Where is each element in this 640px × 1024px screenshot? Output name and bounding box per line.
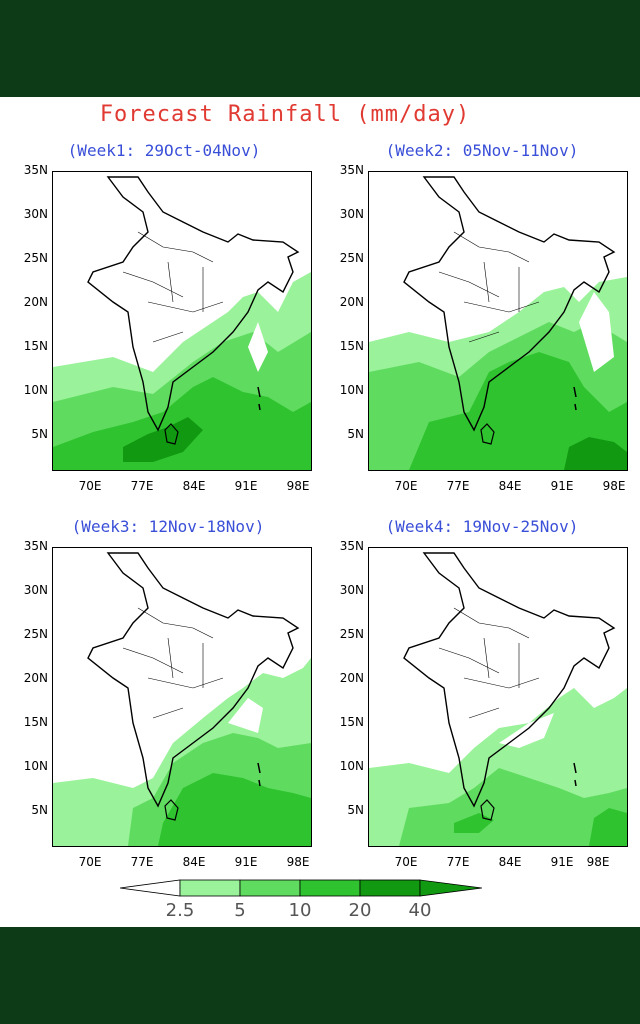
rainfall-map-week3 [53, 552, 311, 846]
legend-swatch [120, 879, 181, 897]
legend-swatch [359, 879, 421, 897]
lat-tick-label: 35N [23, 163, 48, 177]
legend-label: 2.5 [165, 900, 195, 921]
lat-tick-label: 25N [23, 251, 48, 265]
legend-label: 40 [408, 900, 432, 921]
panel-week1: (Week1: 29Oct-04Nov) 35N 30N 25N 20N 15N… [4, 141, 312, 493]
lon-tick-label: 70E [78, 855, 102, 869]
legend-label: 10 [288, 900, 312, 921]
lat-tick-label: 5N [347, 427, 364, 441]
rainfall-map-week1 [53, 176, 311, 470]
lon-tick-label: 84E [498, 479, 522, 493]
panel-week4: (Week4: 19Nov-25Nov) 35N 30N 25N 20N 15N… [320, 517, 628, 869]
lon-tick-label: 77E [446, 855, 470, 869]
lat-tick-label: 35N [339, 163, 364, 177]
lat-tick-label: 5N [31, 427, 48, 441]
lon-tick-label: 91E [550, 855, 574, 869]
lat-tick-label: 35N [339, 539, 364, 553]
lat-tick-label: 10N [339, 759, 364, 773]
lon-tick-label: 98E [286, 479, 310, 493]
lon-tick-label: 91E [550, 479, 574, 493]
lon-tick-label: 77E [130, 479, 154, 493]
panel-week3: (Week3: 12Nov-18Nov) 35N 30N 25N 20N 15N… [4, 517, 312, 869]
map-week3 [52, 547, 312, 847]
lat-tick-label: 30N [23, 207, 48, 221]
lat-tick-label: 15N [23, 339, 48, 353]
lon-tick-label: 70E [78, 479, 102, 493]
lon-tick-label: 98E [602, 479, 626, 493]
rainfall-map-week4 [369, 552, 627, 846]
lat-tick-label: 20N [23, 671, 48, 685]
lat-tick-label: 10N [23, 383, 48, 397]
color-legend-bar [120, 879, 482, 897]
lat-tick-label: 30N [23, 583, 48, 597]
lat-tick-label: 15N [339, 339, 364, 353]
legend-swatch [419, 879, 482, 897]
lon-tick-label: 98E [586, 855, 610, 869]
lat-tick-label: 25N [339, 251, 364, 265]
lon-tick-label: 84E [498, 855, 522, 869]
lon-tick-label: 91E [234, 479, 258, 493]
map-week2 [368, 171, 628, 471]
lat-tick-label: 20N [339, 671, 364, 685]
lon-tick-label: 84E [182, 479, 206, 493]
rainfall-forecast-figure: Forecast Rainfall (mm/day) (Week1: 29Oct… [0, 97, 640, 927]
lat-tick-label: 20N [339, 295, 364, 309]
lat-tick-label: 20N [23, 295, 48, 309]
lat-tick-label: 10N [339, 383, 364, 397]
lon-tick-label: 84E [182, 855, 206, 869]
figure-title: Forecast Rainfall (mm/day) [99, 102, 471, 127]
lon-tick-label: 77E [446, 479, 470, 493]
rainfall-map-week2 [369, 176, 627, 470]
lon-tick-label: 98E [286, 855, 310, 869]
lat-tick-label: 5N [347, 803, 364, 817]
lat-tick-label: 10N [23, 759, 48, 773]
panel-title: (Week1: 29Oct-04Nov) [67, 141, 261, 160]
legend-label: 5 [234, 900, 246, 921]
legend-swatch [239, 879, 301, 897]
panel-title: (Week2: 05Nov-11Nov) [385, 141, 579, 160]
legend-swatch [299, 879, 361, 897]
lat-tick-label: 25N [23, 627, 48, 641]
legend-swatch [179, 879, 241, 897]
panel-title: (Week3: 12Nov-18Nov) [71, 517, 265, 536]
lat-tick-label: 30N [339, 207, 364, 221]
panel-title: (Week4: 19Nov-25Nov) [385, 517, 579, 536]
panel-week2: (Week2: 05Nov-11Nov) 35N 30N 25N 20N 15N… [320, 141, 628, 493]
lon-tick-label: 91E [234, 855, 258, 869]
lat-tick-label: 35N [23, 539, 48, 553]
map-week4 [368, 547, 628, 847]
lat-tick-label: 25N [339, 627, 364, 641]
lon-tick-label: 77E [130, 855, 154, 869]
lat-tick-label: 15N [339, 715, 364, 729]
bottom-frame-bar [0, 927, 640, 1024]
lat-tick-label: 5N [31, 803, 48, 817]
lon-tick-label: 70E [394, 855, 418, 869]
lat-tick-label: 15N [23, 715, 48, 729]
lat-tick-label: 30N [339, 583, 364, 597]
lon-tick-label: 70E [394, 479, 418, 493]
top-frame-bar [0, 0, 640, 97]
map-week1 [52, 171, 312, 471]
legend-label: 20 [348, 900, 372, 921]
